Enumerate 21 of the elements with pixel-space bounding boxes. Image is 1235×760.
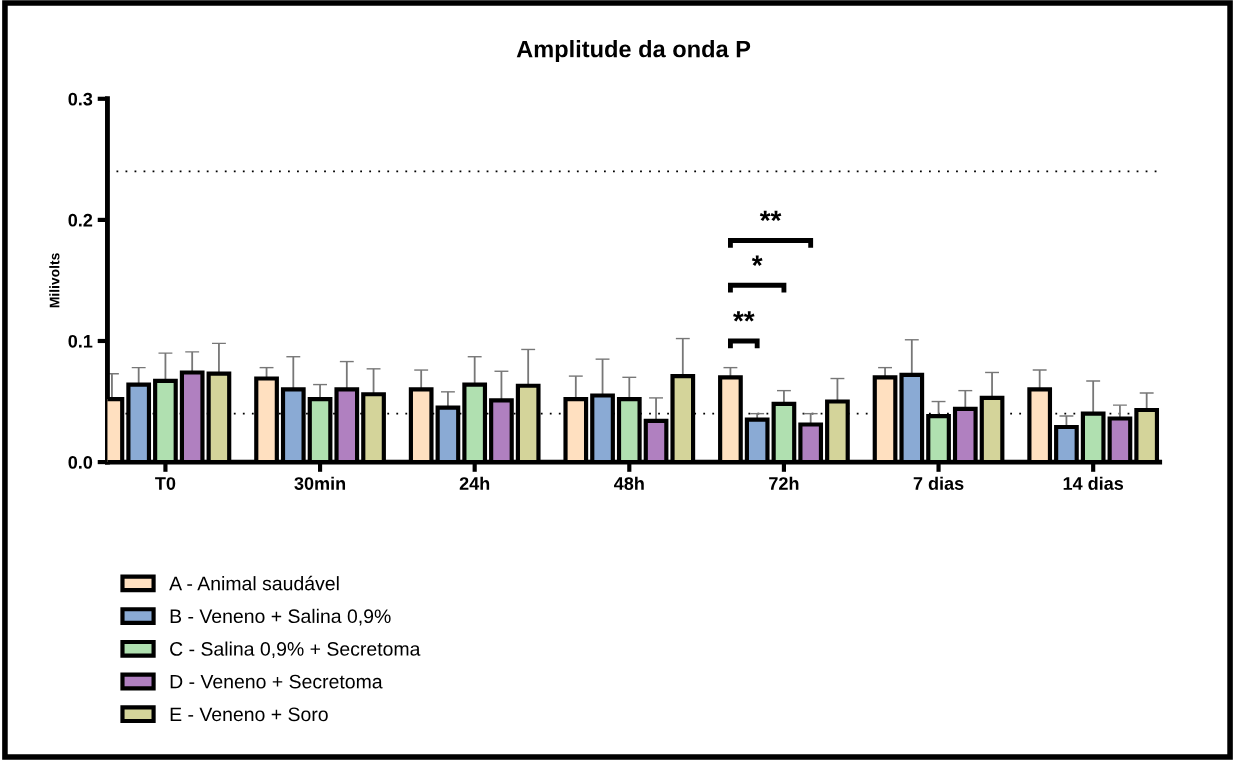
y-tick-label: 0.1: [68, 334, 93, 348]
x-tick-label: T0: [155, 477, 176, 490]
legend-label: E - Veneno + Soro: [170, 707, 328, 722]
legend-label: C - Salina 0,9% + Secretoma: [170, 641, 421, 659]
x-tick-label: 30min: [294, 476, 346, 490]
legend-label: A - Animal saudável: [169, 575, 339, 591]
y-tick-label: 0.3: [68, 92, 93, 106]
annotation: **: [759, 210, 782, 222]
x-tick-label: 24h: [459, 476, 490, 490]
legend-label: D - Veneno + Secretoma: [170, 674, 383, 689]
x-tick-label: 48h: [614, 476, 644, 490]
x-tick-label: 72h: [769, 476, 799, 490]
annotation: **: [733, 311, 755, 322]
annotation: *: [751, 255, 763, 266]
y-axis-title: Milivolts: [49, 253, 60, 308]
x-tick-label: 7 dias: [913, 476, 964, 490]
chart-title: Amplitude da onda P: [516, 40, 751, 63]
x-tick-label: 14 dias: [1063, 476, 1124, 490]
legend-label: B - Veneno + Salina 0,9%: [170, 608, 391, 626]
y-tick-label: 0.0: [68, 456, 93, 469]
y-tick-label: 0.2: [68, 213, 93, 227]
